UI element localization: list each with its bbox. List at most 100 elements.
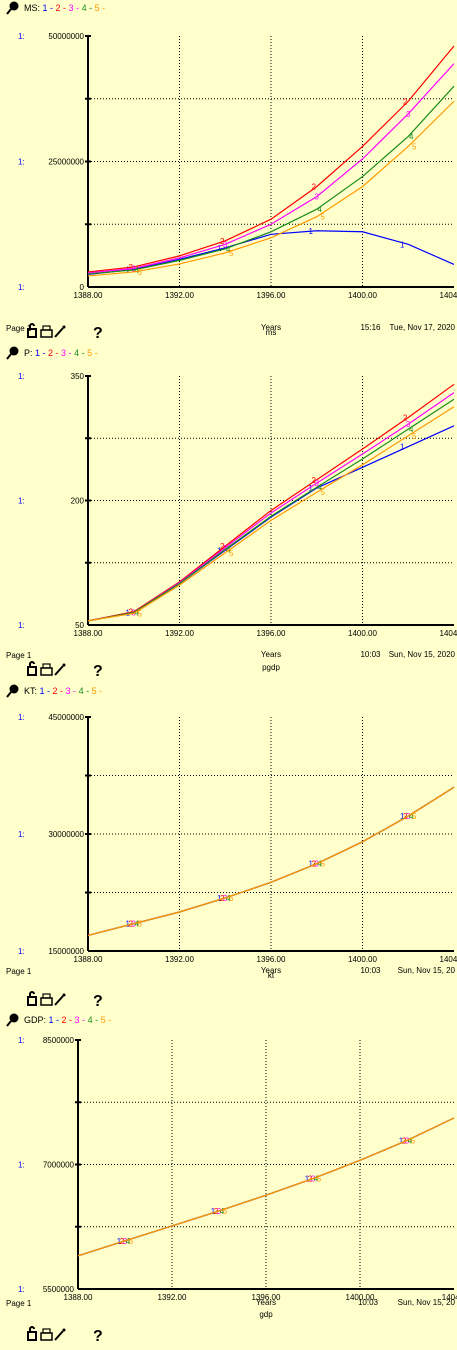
x-tick-label: 1388.00: [74, 291, 103, 300]
legend-item-2: 2 -: [55, 3, 69, 13]
series-marker-5: 5: [129, 1237, 134, 1246]
pushpin-icon[interactable]: [6, 1, 20, 15]
graph-name: gdp: [259, 1310, 273, 1319]
legend-item-3: 3 -: [65, 686, 79, 696]
series-line-4: [87, 398, 455, 622]
x-tick-label: 1392.00: [165, 955, 194, 964]
series-marker-1: 1: [309, 484, 314, 493]
toolbar: ?: [27, 991, 103, 1010]
panel-header: P: 1 - 2 - 3 - 4 - 5 -: [0, 345, 457, 363]
series-prefix: 1:: [18, 32, 25, 41]
printer-icon[interactable]: [40, 663, 53, 676]
printer-icon[interactable]: [40, 325, 53, 338]
help-icon[interactable]: ?: [93, 1328, 103, 1345]
series-marker-1: 1: [217, 894, 222, 903]
lock-icon[interactable]: [27, 661, 37, 676]
x-tick-label: 1392.00: [158, 1293, 187, 1302]
series-marker-4: 4: [318, 483, 323, 492]
date-label: Sun, Nov 15, 2020: [389, 650, 456, 659]
legend-item-5: 5 -: [87, 348, 98, 358]
series-marker-1: 1: [400, 443, 405, 452]
printer-icon[interactable]: [40, 1328, 53, 1341]
series-marker-3: 3: [315, 479, 320, 488]
series-marker-4: 4: [226, 894, 231, 903]
series-marker-1: 1: [126, 920, 131, 929]
lock-icon[interactable]: [27, 1326, 37, 1341]
date-label: Sun, Nov 15, 20: [398, 966, 456, 975]
legend-item-3: 3 -: [61, 348, 75, 358]
series-marker-5: 5: [321, 488, 326, 497]
series-line-5: [87, 100, 455, 277]
series-marker-2: 2: [129, 608, 134, 617]
y-tick-label: 50000000: [48, 32, 84, 41]
graph-panel-gdp: GDP: 1 - 2 - 3 - 4 - 5 - 1: 8500000 1: 7000…: [0, 1012, 457, 1347]
x-axis-label: Years: [261, 323, 281, 332]
series-marker-2: 2: [403, 812, 408, 821]
series-marker-4: 4: [318, 205, 323, 214]
series-marker-4: 4: [318, 860, 323, 869]
y-tick-label: 25000000: [48, 158, 84, 167]
printer-icon[interactable]: [40, 993, 53, 1006]
x-tick-label: 1404.00: [440, 291, 457, 300]
wand-icon[interactable]: [54, 993, 66, 1006]
series-prefix: 1:: [18, 1285, 25, 1294]
x-tick-label: 1392.00: [165, 629, 194, 638]
series-marker-2: 2: [220, 237, 225, 246]
x-tick-label: 1396.00: [257, 955, 286, 964]
y-tick-label: 30000000: [48, 830, 84, 839]
series-marker-4: 4: [126, 1237, 131, 1246]
series-marker-4: 4: [409, 812, 414, 821]
toolbar-icons: ?: [0, 1325, 140, 1345]
wand-icon[interactable]: [54, 325, 66, 338]
series-marker-4: 4: [409, 425, 414, 434]
wand-icon[interactable]: [54, 663, 66, 676]
series-marker-3: 3: [223, 240, 228, 249]
y-tick-label: 7000000: [43, 1161, 75, 1170]
series-marker-3: 3: [406, 420, 411, 429]
pushpin-icon[interactable]: [6, 346, 20, 360]
series-marker-5: 5: [317, 1175, 322, 1184]
help-icon[interactable]: ?: [93, 663, 103, 680]
legend-item-3: 3 -: [74, 1015, 88, 1025]
pushpin-icon[interactable]: [6, 684, 20, 698]
series-marker-3: 3: [132, 264, 137, 273]
toolbar-icons: ?: [0, 660, 140, 680]
y-tick-label: 5500000: [43, 1285, 75, 1294]
variable-name: P:: [24, 348, 36, 358]
pushpin-icon[interactable]: [6, 1013, 20, 1027]
lock-icon[interactable]: [27, 991, 37, 1006]
graph-name: kt: [268, 971, 275, 980]
legend-item-5: 5 -: [100, 1015, 112, 1025]
panel-legend: KT: 1 - 2 - 3 - 4 - 5 -: [24, 686, 102, 696]
legend-item-2: 2 -: [61, 1015, 75, 1025]
help-icon[interactable]: ?: [93, 993, 103, 1010]
graph-name: ms: [266, 328, 277, 337]
lock-icon[interactable]: [27, 323, 37, 338]
date-label: Tue, Nov 17, 2020: [389, 323, 455, 332]
panel-header: KT: 1 - 2 - 3 - 4 - 5 -: [0, 683, 457, 701]
legend-item-1: 1 -: [39, 686, 53, 696]
x-tick-label: 1396.00: [252, 1293, 281, 1302]
panel-legend: GDP: 1 - 2 - 3 - 4 - 5 -: [24, 1015, 111, 1025]
legend-item-4: 4 -: [87, 1015, 101, 1025]
wand-icon[interactable]: [54, 1328, 66, 1341]
series-marker-3: 3: [315, 193, 320, 202]
series-marker-2: 2: [312, 476, 317, 485]
series-line-5: [87, 406, 455, 622]
legend-item-1: 1 -: [35, 348, 49, 358]
x-tick-label: 1404.00: [440, 955, 457, 964]
date-label: Sun, Nov 15, 20: [398, 1298, 456, 1307]
series-marker-2: 2: [403, 414, 408, 423]
series-marker-1: 1: [399, 1136, 404, 1145]
x-tick-label: 1400.00: [346, 1293, 375, 1302]
toolbar-icons: ?: [0, 322, 140, 342]
series-line-5: [87, 786, 455, 936]
x-tick-label: 1392.00: [165, 291, 194, 300]
series-marker-5: 5: [229, 894, 234, 903]
y-tick-label: 8500000: [43, 1036, 75, 1045]
series-marker-1: 1: [305, 1175, 310, 1184]
help-icon[interactable]: ?: [93, 325, 103, 342]
legend-item-3: 3 -: [68, 3, 82, 13]
x-tick-label: 1400.00: [348, 291, 377, 300]
